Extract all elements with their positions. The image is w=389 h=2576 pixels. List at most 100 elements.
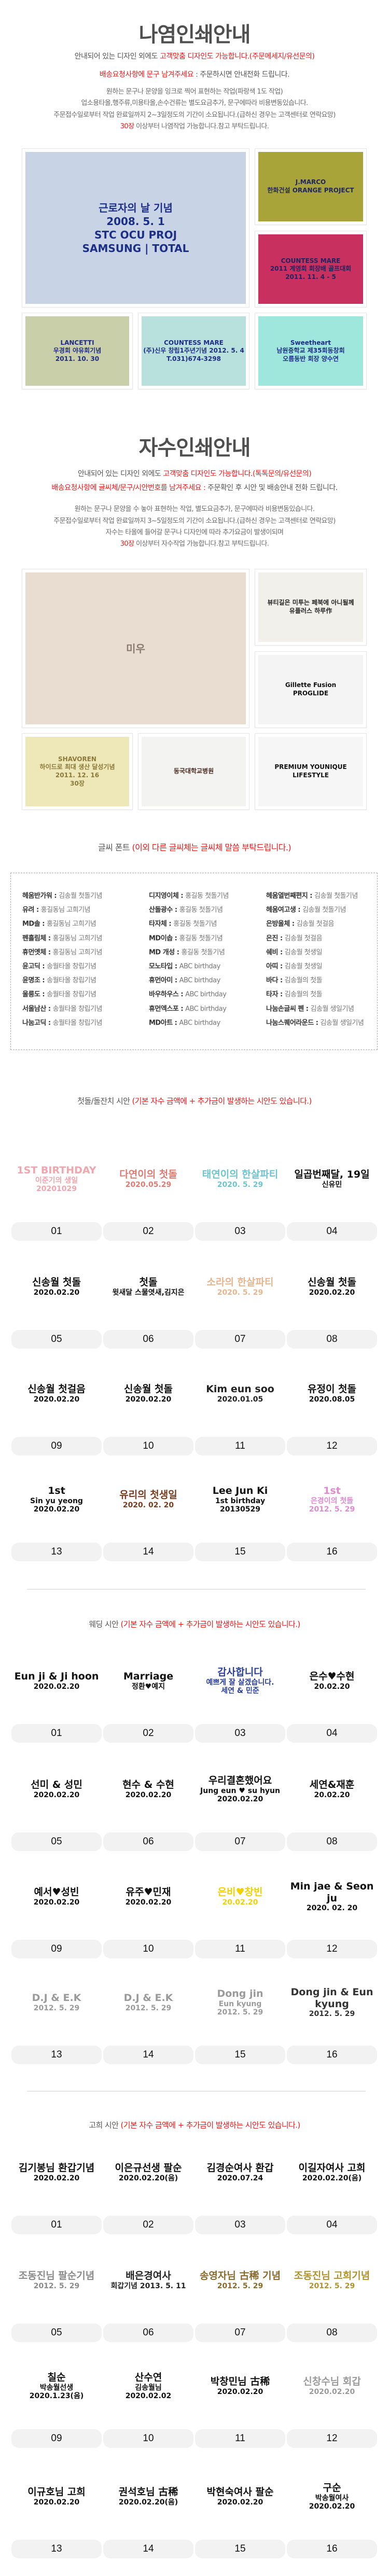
- design-number-label[interactable]: 02: [103, 2216, 193, 2234]
- design-number-label[interactable]: 07: [195, 1330, 285, 1349]
- design-number-label[interactable]: 14: [103, 2540, 193, 2558]
- design-number-label[interactable]: 10: [103, 1437, 193, 1455]
- design-preview[interactable]: 조동진님 고희기념 2012. 5. 29: [287, 2242, 377, 2319]
- design-preview[interactable]: 김경순여사 환갑 2020.07.24: [195, 2134, 285, 2211]
- design-preview[interactable]: 신송월 첫걸음 2020.02.20: [11, 1355, 102, 1433]
- design-preview[interactable]: Marriage 정환♥예지: [103, 1642, 193, 1720]
- design-number-label[interactable]: 04: [287, 1222, 377, 1241]
- design-preview[interactable]: 구순 박송월여사 2020.02.20: [287, 2458, 377, 2536]
- design-text: D.J & E.K: [123, 1992, 173, 2004]
- design-number-label[interactable]: 11: [195, 2429, 285, 2448]
- design-number-label[interactable]: 08: [287, 2323, 377, 2342]
- design-preview[interactable]: D.J & E.K 2012. 5. 29: [103, 1964, 193, 2041]
- design-preview[interactable]: 유리의 첫생일 2020. 02. 20: [103, 1461, 193, 1538]
- design-text: 이규호님 고희: [27, 2486, 86, 2498]
- design-preview[interactable]: 태연이의 한살파티 2020. 5. 29: [195, 1140, 285, 1218]
- design-preview[interactable]: 박현숙여사 팔순 2020.02.20: [195, 2458, 285, 2536]
- design-number-label[interactable]: 07: [195, 1832, 285, 1851]
- design-number-label[interactable]: 03: [195, 1724, 285, 1743]
- design-number-label[interactable]: 01: [11, 1724, 102, 1743]
- design-preview[interactable]: 예서♥성빈 2020.02.20: [11, 1858, 102, 1936]
- design-number-label[interactable]: 10: [103, 1940, 193, 1958]
- design-preview[interactable]: 감사합니다 예쁘게 잘 살겠습니다. 세연 & 민준: [195, 1642, 285, 1720]
- design-number-label[interactable]: 05: [11, 1330, 102, 1349]
- design-number-label[interactable]: 15: [195, 2540, 285, 2558]
- design-number-label[interactable]: 13: [11, 2540, 102, 2558]
- design-preview[interactable]: 유정이 첫돌 2020.08.05: [287, 1355, 377, 1433]
- design-preview[interactable]: 신창수님 회갑 2020.02.20: [287, 2347, 377, 2425]
- design-preview[interactable]: 이규호님 고희 2020.02.20: [11, 2458, 102, 2536]
- design-preview[interactable]: 김기봉님 환갑기념 2020.02.20: [11, 2134, 102, 2211]
- design-preview[interactable]: Dong jin & Eun kyung 2012. 5. 29: [287, 1964, 377, 2041]
- design-preview[interactable]: 일곱번째달, 19일 신유민: [287, 1140, 377, 1218]
- design-preview[interactable]: Min jae & Seon ju 2020. 02. 20: [287, 1858, 377, 1936]
- design-preview[interactable]: 우리결혼했어요 Jung eun ♥ su hyun 2020.02.20: [195, 1751, 285, 1828]
- design-text: 2020.01.05: [217, 1395, 263, 1404]
- design-number-label[interactable]: 14: [103, 1543, 193, 1561]
- design-preview[interactable]: Dong jin Eun kyung 2012. 5. 29: [195, 1964, 285, 2041]
- design-preview[interactable]: Kim eun soo 2020.01.05: [195, 1355, 285, 1433]
- design-preview[interactable]: 선미 & 성민 2020.02.20: [11, 1751, 102, 1828]
- design-preview[interactable]: 1ST BIRTHDAY 이준기의 생일 20201029: [11, 1140, 102, 1218]
- design-number-label[interactable]: 09: [11, 2429, 102, 2448]
- design-number-label[interactable]: 01: [11, 2216, 102, 2234]
- design-preview[interactable]: D.J & E.K 2012. 5. 29: [11, 1964, 102, 2041]
- design-number-label[interactable]: 16: [287, 2046, 377, 2064]
- design-text: 2012. 5. 29: [309, 2282, 355, 2290]
- design-number-label[interactable]: 12: [287, 1437, 377, 1455]
- design-preview[interactable]: 신송월 첫돌 2020.02.20: [103, 1355, 193, 1433]
- design-number-label[interactable]: 12: [287, 1940, 377, 1958]
- design-number-label[interactable]: 14: [103, 2046, 193, 2064]
- design-number-label[interactable]: 15: [195, 1543, 285, 1561]
- design-preview[interactable]: 박창민님 古稀 2020.02.20: [195, 2347, 285, 2425]
- design-preview[interactable]: Eun ji & Ji hoon 2020.02.20: [11, 1642, 102, 1720]
- design-preview[interactable]: 배은경여사 회갑기념 2013. 5. 11: [103, 2242, 193, 2319]
- design-preview[interactable]: 소라의 한살파티 2020. 5. 29: [195, 1248, 285, 1326]
- design-number-label[interactable]: 08: [287, 1330, 377, 1349]
- design-preview[interactable]: 세연&재훈 20.02.20: [287, 1751, 377, 1828]
- design-preview[interactable]: 1st 은경이의 첫돌 2012. 5. 29: [287, 1461, 377, 1538]
- design-number-label[interactable]: 16: [287, 1543, 377, 1561]
- design-number-label[interactable]: 15: [195, 2046, 285, 2064]
- design-number-label[interactable]: 09: [11, 1940, 102, 1958]
- design-number-label[interactable]: 10: [103, 2429, 193, 2448]
- design-number-label[interactable]: 12: [287, 2429, 377, 2448]
- design-preview[interactable]: 신송월 첫돌 2020.02.20: [11, 1248, 102, 1326]
- design-number-label[interactable]: 07: [195, 2323, 285, 2342]
- design-number-label[interactable]: 06: [103, 1832, 193, 1851]
- design-preview[interactable]: 이은규선생 팔순 2020.02.20(음): [103, 2134, 193, 2211]
- design-number-label[interactable]: 04: [287, 1724, 377, 1743]
- design-preview[interactable]: 산수연 김송월님 2020.02.02: [103, 2347, 193, 2425]
- design-preview[interactable]: Lee Jun Ki 1st birthday 20130529: [195, 1461, 285, 1538]
- design-preview[interactable]: 다연이의 첫돌 2020.05.29: [103, 1140, 193, 1218]
- design-preview[interactable]: 첫돌 윗새달 스물엿새,김지은: [103, 1248, 193, 1326]
- design-number-label[interactable]: 09: [11, 1437, 102, 1455]
- design-number-label[interactable]: 01: [11, 1222, 102, 1241]
- design-preview[interactable]: 유주♥민재 2020.02.20: [103, 1858, 193, 1936]
- design-number-label[interactable]: 03: [195, 2216, 285, 2234]
- design-number-label[interactable]: 02: [103, 1222, 193, 1241]
- design-number-label[interactable]: 05: [11, 1832, 102, 1851]
- design-number-label[interactable]: 11: [195, 1940, 285, 1958]
- design-preview[interactable]: 송영자님 古稀 기념 2012. 5. 29: [195, 2242, 285, 2319]
- design-number-label[interactable]: 13: [11, 2046, 102, 2064]
- design-number-label[interactable]: 08: [287, 1832, 377, 1851]
- design-preview[interactable]: 신송월 첫돌 2020.02.20: [287, 1248, 377, 1326]
- design-preview[interactable]: 은비♥창빈 20.02.20: [195, 1858, 285, 1936]
- design-preview[interactable]: 조동진님 팔순기념 2012. 5. 29: [11, 2242, 102, 2319]
- design-number-label[interactable]: 06: [103, 2323, 193, 2342]
- design-number-label[interactable]: 06: [103, 1330, 193, 1349]
- design-preview[interactable]: 현수 & 수현 2020.02.20: [103, 1751, 193, 1828]
- design-preview[interactable]: 권석호님 古稀 2020.02.20(음): [103, 2458, 193, 2536]
- design-preview[interactable]: 은수♥수현 20.02.20: [287, 1642, 377, 1720]
- design-number-label[interactable]: 04: [287, 2216, 377, 2234]
- design-number-label[interactable]: 05: [11, 2323, 102, 2342]
- design-number-label[interactable]: 16: [287, 2540, 377, 2558]
- design-preview[interactable]: 이길자여사 고희 2020.02.20(음): [287, 2134, 377, 2211]
- design-number-label[interactable]: 13: [11, 1543, 102, 1561]
- design-number-label[interactable]: 02: [103, 1724, 193, 1743]
- design-preview[interactable]: 칠순 박송월선생 2020.1.23(음): [11, 2347, 102, 2425]
- design-number-label[interactable]: 03: [195, 1222, 285, 1241]
- design-number-label[interactable]: 11: [195, 1437, 285, 1455]
- design-preview[interactable]: 1st Sin yu yeong 2020.02.20: [11, 1461, 102, 1538]
